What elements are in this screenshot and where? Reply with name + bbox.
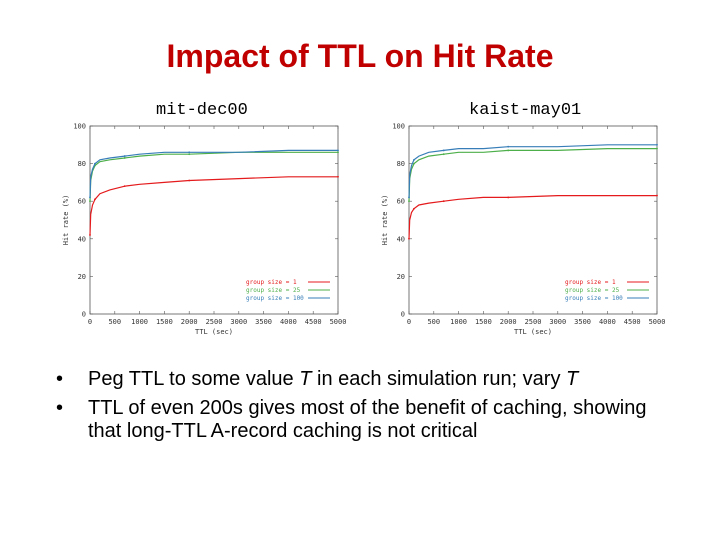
y-tick-label: 80 (397, 160, 405, 168)
data-point (442, 200, 445, 203)
x-tick-label: 3500 (574, 318, 591, 326)
y-tick-label: 20 (397, 273, 405, 281)
x-tick-label: 1000 (450, 318, 467, 326)
x-tick-label: 0 (407, 318, 411, 326)
y-tick-label: 0 (401, 311, 405, 319)
x-tick-label: 2000 (500, 318, 517, 326)
x-tick-label: 2000 (181, 318, 198, 326)
bullet-marker: • (56, 368, 64, 390)
data-point (188, 153, 191, 156)
data-point (442, 149, 445, 152)
y-axis-label: Hit rate (%) (62, 195, 70, 246)
bullet-0-part-3: T (566, 368, 579, 390)
x-tick-label: 1500 (475, 318, 492, 326)
data-point (507, 196, 510, 199)
legend-entry: group size = 25 (565, 287, 620, 294)
data-point (507, 145, 510, 148)
data-point (408, 196, 410, 199)
y-tick-label: 40 (397, 235, 405, 243)
data-point (94, 162, 96, 165)
data-point (408, 200, 410, 203)
bullet-1-part-0: TTL of even 200s gives most of the benef… (88, 397, 647, 442)
x-tick-label: 4000 (280, 318, 297, 326)
x-axis-label: TTL (sec) (514, 328, 552, 336)
data-point (89, 234, 91, 236)
bullet-0-part-1: T (299, 368, 312, 390)
bullet-item: • TTL of even 200s gives most of the ben… (56, 397, 676, 443)
data-point (94, 198, 96, 201)
legend-entry: group size = 25 (246, 287, 301, 294)
series-line-1 (89, 176, 338, 236)
data-point (656, 194, 658, 197)
bullet-item: • Peg TTL to some value T in each simula… (56, 368, 676, 391)
data-point (408, 237, 410, 240)
hit-rate-chart-mit: 0 20 40 60 80 100 0 500 1000 1500 2000 2500 3000 3500… (58, 118, 353, 338)
data-point (188, 151, 191, 154)
x-tick-label: 3500 (255, 318, 272, 326)
legend-entry: group size = 1 (246, 279, 297, 286)
data-point (89, 200, 91, 203)
y-tick-label: 100 (392, 123, 405, 131)
x-tick-label: 0 (88, 318, 92, 326)
data-point (123, 185, 126, 188)
x-tick-label: 2500 (206, 318, 223, 326)
x-tick-label: 500 (108, 318, 121, 326)
data-point (413, 207, 415, 210)
chart-caption-right: kaist-may01 (469, 101, 582, 120)
y-tick-label: 20 (78, 273, 86, 281)
slide-title: Impact of TTL on Hit Rate (166, 38, 554, 74)
y-tick-label: 80 (78, 160, 86, 168)
legend-entry: group size = 1 (565, 279, 616, 286)
x-tick-label: 1500 (156, 318, 173, 326)
data-point (89, 196, 91, 199)
x-axis-label: TTL (sec) (195, 328, 233, 336)
hit-rate-chart-kaist: 0 20 40 60 80 100 0 500 1000 1500 2000 2500 3000 3500… (377, 118, 672, 338)
x-tick-label: 5000 (330, 318, 347, 326)
chart-caption-left: mit-dec00 (156, 101, 248, 120)
data-point (337, 175, 339, 178)
y-tick-label: 60 (78, 198, 86, 206)
y-tick-label: 40 (78, 235, 86, 243)
y-tick-label: 60 (397, 198, 405, 206)
legend-entry: group size = 100 (565, 295, 623, 302)
data-point (656, 143, 658, 146)
data-point (188, 179, 191, 182)
y-tick-label: 100 (73, 123, 86, 131)
legend-entry: group size = 100 (246, 295, 304, 302)
bullet-marker: • (56, 397, 64, 419)
bullet-0-part-0: Peg TTL to some value (88, 368, 300, 390)
data-point (337, 151, 339, 154)
plot-frame (89, 125, 339, 315)
x-tick-label: 3000 (549, 318, 566, 326)
data-point (442, 153, 445, 156)
data-point (337, 149, 339, 152)
bullet-list: • Peg TTL to some value T in each simula… (56, 368, 676, 449)
bullet-text-0: Peg TTL to some value T in each simulati… (88, 368, 578, 390)
series-line-3 (408, 144, 657, 198)
x-tick-label: 1000 (131, 318, 148, 326)
data-point (507, 149, 510, 152)
data-point (413, 158, 415, 161)
y-tick-label: 0 (82, 311, 86, 319)
data-point (413, 162, 415, 165)
x-tick-label: 4500 (305, 318, 322, 326)
x-tick-label: 5000 (649, 318, 666, 326)
x-tick-label: 4000 (599, 318, 616, 326)
x-tick-label: 500 (427, 318, 440, 326)
y-axis-label: Hit rate (%) (381, 195, 389, 246)
bullet-0-part-2: in each simulation run; vary (311, 368, 567, 390)
x-tick-label: 4500 (624, 318, 641, 326)
data-point (123, 155, 126, 157)
series-line-2 (408, 148, 657, 202)
x-tick-label: 3000 (230, 318, 247, 326)
x-tick-label: 2500 (525, 318, 542, 326)
data-point (656, 147, 658, 150)
series-line-1 (408, 194, 657, 239)
data-point (123, 157, 126, 159)
